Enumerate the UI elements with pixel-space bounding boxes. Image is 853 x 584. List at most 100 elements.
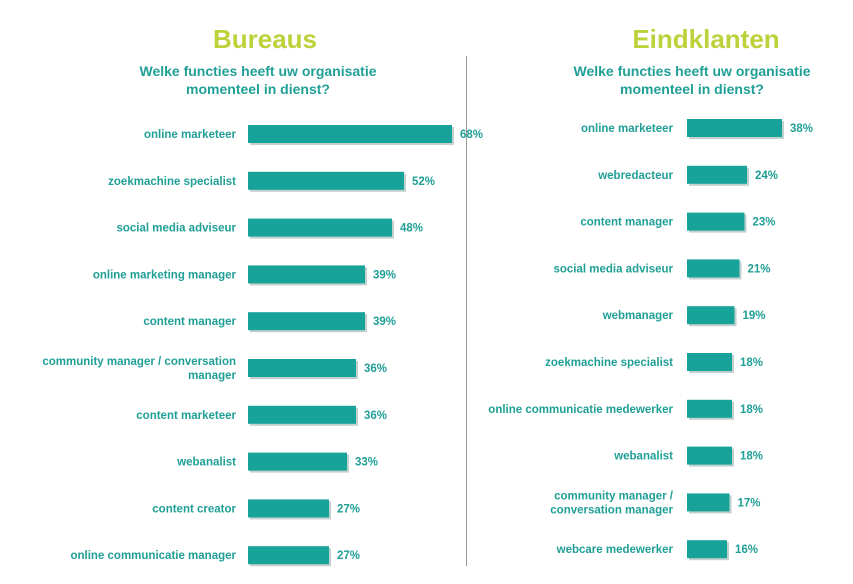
category-label: webcare medewerker: [556, 544, 674, 556]
bar-group: community manager / conversation manager 1…: [550, 490, 760, 516]
category-label: zoekmachine specialist: [545, 357, 673, 369]
value-label: 36%: [364, 363, 387, 375]
value-label: 33%: [355, 457, 378, 469]
value-label: 17%: [738, 497, 761, 509]
value-label: 39%: [373, 269, 396, 281]
category-label: social media adviseur: [116, 223, 236, 235]
panel-divider: [466, 56, 467, 566]
bar: [687, 306, 735, 325]
value-label: 18%: [740, 404, 763, 416]
value-label: 27%: [337, 503, 360, 515]
bar-group: webmanager 19%: [602, 306, 766, 327]
category-label-line: conversation manager: [550, 504, 673, 516]
left-panel-title: Bureaus: [212, 24, 318, 54]
bar: [248, 499, 329, 518]
value-label: 48%: [400, 223, 423, 235]
bar-group: webcare medewerker 16%: [556, 540, 758, 561]
category-label-line: content manager: [143, 316, 236, 328]
bar: [248, 171, 404, 190]
bar: [248, 452, 347, 471]
value-label: 52%: [412, 176, 435, 188]
category-label-line: online marketing manager: [93, 269, 237, 281]
category-label-line: content manager: [580, 217, 673, 229]
category-label-line: online communicatie medewerker: [488, 404, 673, 416]
bar-group: content manager 23%: [580, 212, 776, 233]
bar: [687, 165, 747, 184]
bar-group: zoekmachine specialist 52%: [108, 171, 435, 192]
value-label: 68%: [460, 129, 483, 141]
value-label: 38%: [790, 123, 813, 135]
category-label-line: social media adviseur: [116, 223, 236, 235]
bar-group: content manager 39%: [143, 312, 396, 333]
bar-group: webredacteur 24%: [597, 165, 778, 186]
value-label: 18%: [740, 451, 763, 463]
category-label: online communicatie manager: [70, 550, 236, 562]
category-label: online marketing manager: [93, 269, 237, 281]
value-label: 36%: [364, 410, 387, 422]
category-label: content marketeer: [136, 410, 236, 422]
value-label: 19%: [743, 310, 766, 322]
category-label-line: webcare medewerker: [556, 544, 674, 556]
category-label-line: webanalist: [176, 457, 236, 469]
bar: [687, 446, 732, 465]
bar-group: online marketeer 68%: [144, 125, 483, 145]
category-label-line: webanalist: [613, 451, 673, 463]
category-label: content manager: [580, 217, 673, 229]
bureaus-bar-chart: online marketeer 68% zoekmachine specialis…: [42, 125, 483, 567]
value-label: 21%: [748, 263, 771, 275]
bar: [687, 259, 740, 278]
bar: [248, 125, 452, 143]
category-label: social media adviseur: [553, 263, 673, 275]
bar-group: social media adviseur 21%: [553, 259, 771, 280]
right-panel-title: Eindklanten: [632, 24, 780, 54]
category-label: online communicatie medewerker: [488, 404, 673, 416]
bar: [687, 540, 727, 559]
category-label: webredacteur: [597, 170, 673, 182]
bar: [248, 218, 392, 237]
bar: [687, 212, 745, 231]
value-label: 23%: [753, 217, 776, 229]
bar: [248, 265, 365, 284]
category-label-line: webmanager: [602, 310, 674, 322]
category-label: community manager / conversation manager: [42, 356, 236, 382]
bar-group: community manager / conversation manager 3…: [42, 356, 387, 382]
category-label: webanalist: [176, 457, 236, 469]
bar-group: webanalist 33%: [176, 452, 378, 473]
category-label-line: zoekmachine specialist: [545, 357, 673, 369]
value-label: 16%: [735, 544, 758, 556]
bar-group: online marketeer 38%: [581, 119, 813, 139]
category-label: online marketeer: [581, 123, 674, 135]
bar-group: webanalist 18%: [613, 446, 763, 467]
bar-group: social media adviseur 48%: [116, 218, 423, 239]
bar: [687, 399, 732, 418]
value-label: 24%: [755, 170, 778, 182]
category-label-line: online marketeer: [144, 129, 237, 141]
bar: [687, 353, 732, 371]
category-label-line: content creator: [152, 503, 236, 515]
category-label: community manager / conversation manager: [550, 490, 674, 516]
category-label: content creator: [152, 503, 236, 515]
category-label-line: manager: [188, 370, 236, 382]
value-label: 18%: [740, 357, 763, 369]
category-label-line: community manager /: [554, 490, 674, 502]
category-label: online marketeer: [144, 129, 237, 141]
bar: [248, 405, 356, 424]
bar-group: zoekmachine specialist 18%: [545, 353, 763, 373]
category-label: webmanager: [602, 310, 674, 322]
category-label-line: online communicatie manager: [70, 550, 236, 562]
category-label-line: content marketeer: [136, 410, 236, 422]
left-panel-subtitle: Welke functies heeft uw organisatie mome…: [139, 63, 377, 97]
category-label-line: community manager / conversation: [42, 356, 236, 368]
bar-group: online communicatie medewerker 18%: [488, 399, 763, 420]
value-label: 39%: [373, 316, 396, 328]
bar: [248, 546, 329, 565]
bar: [248, 312, 365, 331]
category-label-line: zoekmachine specialist: [108, 176, 236, 188]
value-label: 27%: [337, 550, 360, 562]
category-label-line: webredacteur: [597, 170, 673, 182]
category-label-line: social media adviseur: [553, 263, 673, 275]
right-panel-subtitle: Welke functies heeft uw organisatie mome…: [573, 63, 811, 97]
bar-group: online marketing manager 39%: [93, 265, 396, 286]
bar-group: content marketeer 36%: [136, 405, 387, 426]
